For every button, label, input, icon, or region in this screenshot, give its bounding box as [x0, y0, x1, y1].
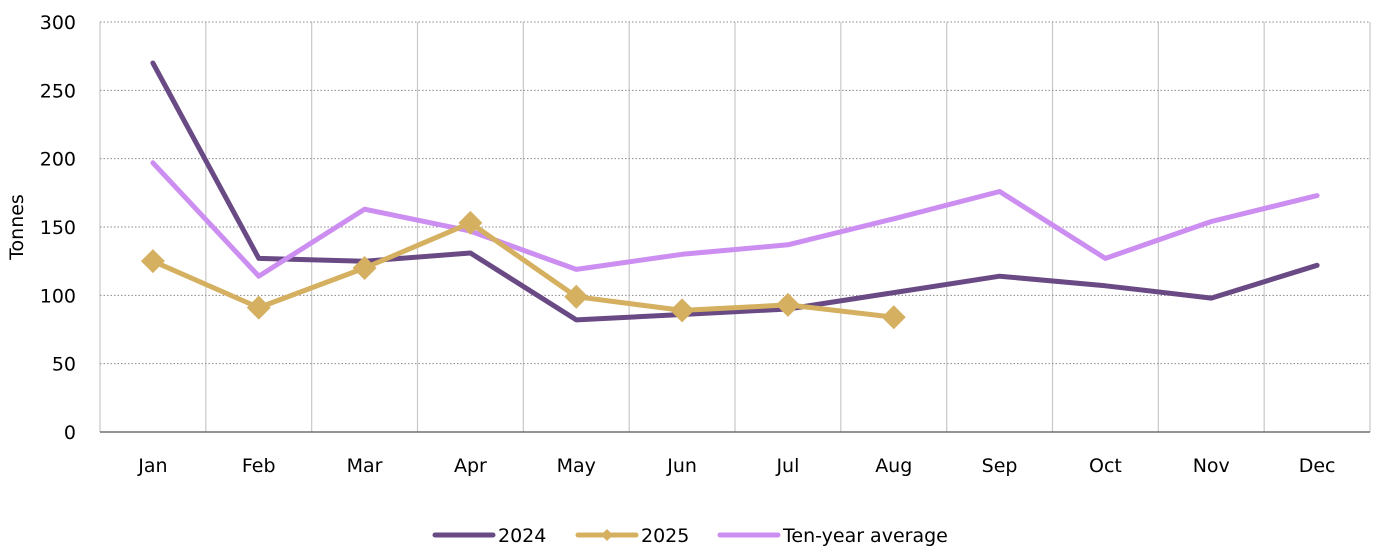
data-point-marker [670, 298, 695, 323]
x-tick-label: Nov [1193, 455, 1230, 477]
series-line [150, 160, 1320, 279]
x-tick-label: Jul [775, 455, 799, 477]
legend-item-2025: 2025 [575, 525, 689, 547]
x-tick-label: May [557, 455, 596, 477]
series-2025 [140, 210, 906, 330]
series-ten-year-average [150, 160, 1320, 279]
y-tick-label: 50 [52, 354, 76, 376]
y-axis-title: Tonnes [6, 194, 28, 261]
data-point-marker [775, 292, 800, 317]
grid-layer [99, 21, 1371, 432]
x-tick-label: Feb [242, 455, 276, 477]
y-tick-label: 200 [40, 149, 76, 171]
legend-marker [601, 529, 613, 541]
y-tick-label: 100 [40, 285, 76, 307]
data-point-marker [140, 249, 165, 274]
axis-layer: 0 50 100 150 200 250 300 Jan Feb Mar Apr May Jun Jul A… [6, 12, 1370, 477]
x-tick-label: Jun [666, 455, 697, 477]
legend-label: 2025 [641, 525, 689, 547]
x-tick-label: Jan [137, 455, 167, 477]
y-tick-label: 0 [64, 422, 76, 444]
legend-label: 2024 [498, 525, 546, 547]
series-layer [140, 60, 1320, 330]
data-point-marker [352, 256, 377, 280]
legend: 2024 2025 Ten-year average [432, 525, 948, 547]
data-point-marker [246, 295, 271, 320]
x-tick-label: Apr [454, 455, 487, 477]
legend-item-ten-year-average: Ten-year average [717, 525, 948, 547]
x-tick-label: Sep [982, 455, 1018, 477]
x-tick-label: Aug [875, 455, 912, 477]
legend-item-2024: 2024 [432, 525, 546, 547]
series-2024 [150, 60, 1320, 323]
data-point-marker [458, 210, 483, 235]
x-tick-label: Mar [347, 455, 383, 477]
x-tick-label: Dec [1299, 455, 1336, 477]
data-point-marker [564, 284, 589, 309]
y-tick-label: 150 [40, 217, 76, 239]
data-point-marker [881, 305, 906, 330]
y-tick-label: 300 [40, 12, 76, 34]
y-tick-label: 250 [40, 80, 76, 102]
legend-label: Ten-year average [782, 525, 948, 547]
series-line [150, 220, 897, 320]
x-tick-label: Oct [1089, 455, 1122, 477]
series-line [150, 60, 1320, 323]
